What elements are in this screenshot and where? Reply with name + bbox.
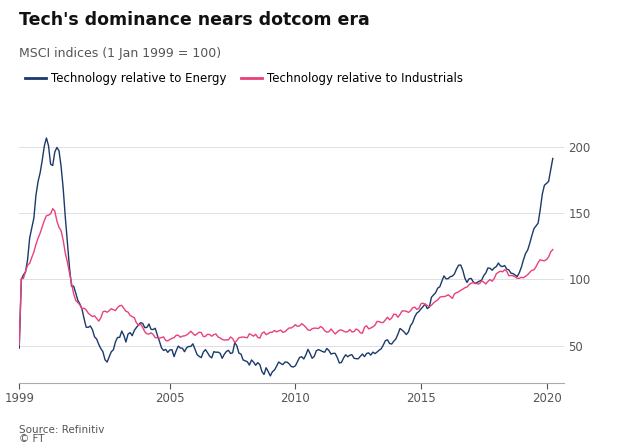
Text: Tech's dominance nears dotcom era: Tech's dominance nears dotcom era bbox=[19, 11, 370, 29]
Legend: Technology relative to Energy, Technology relative to Industrials: Technology relative to Energy, Technolog… bbox=[25, 72, 463, 85]
Text: Source: Refinitiv: Source: Refinitiv bbox=[19, 425, 104, 435]
Text: © FT: © FT bbox=[19, 434, 45, 444]
Text: MSCI indices (1 Jan 1999 = 100): MSCI indices (1 Jan 1999 = 100) bbox=[19, 47, 221, 60]
